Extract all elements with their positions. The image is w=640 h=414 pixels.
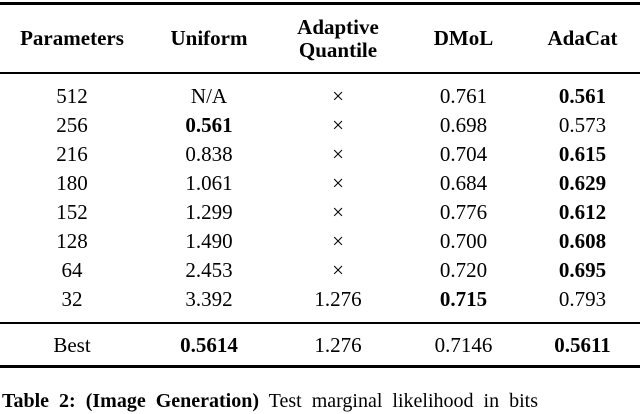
table-cell-adacat: 0.629 [558, 171, 607, 196]
table-cell-uniform: 0.5614 [180, 332, 238, 357]
table-cell-adaptive-quantile: × [332, 257, 344, 282]
table-cell-uniform: 1.061 [185, 171, 233, 196]
table-row: 152 1.299 × 0.776 0.612 [0, 198, 640, 227]
table-cell-dmol: 0.720 [439, 257, 488, 282]
table-cell-dmol: 0.698 [439, 113, 488, 138]
table-cell-adacat: 0.5611 [554, 332, 611, 357]
table-cell-adacat: 0.608 [558, 228, 607, 253]
table-row: 128 1.490 × 0.700 0.608 [0, 226, 640, 255]
table-cell-parameters: 128 [56, 228, 88, 253]
table-cell-dmol: 0.715 [439, 286, 488, 311]
table-cell-parameters: 256 [56, 113, 88, 138]
table-cell-dmol: 0.776 [439, 199, 488, 224]
table-cell-adacat: 0.615 [558, 142, 607, 167]
table-header-row: Parameters Uniform Adaptive Quantile DMo… [0, 5, 640, 72]
table-cell-adacat: 0.573 [558, 113, 607, 138]
table-cell-adaptive-quantile: × [332, 171, 344, 196]
table-body: 512 N/A × 0.761 0.561 256 0.561 × 0.698 0.573 216 0… [0, 74, 640, 322]
table-cell-adacat: 0.561 [558, 84, 607, 109]
table-cell-dmol: 0.684 [439, 171, 488, 196]
table-cell-dmol: 0.704 [439, 142, 488, 167]
column-header-label-line2: Quantile [298, 37, 378, 62]
table-caption-text: Test marginal likelihood in bits [259, 390, 538, 413]
column-header-parameters: Parameters [0, 27, 144, 49]
table-cell-adaptive-quantile: 1.276 [314, 286, 362, 311]
column-header-uniform: Uniform [144, 27, 274, 49]
column-header-label: DMoL [433, 26, 494, 51]
table-cell-adaptive-quantile: × [332, 228, 344, 253]
table-cell-parameters: Best [53, 332, 91, 357]
column-header-label: Uniform [170, 26, 248, 51]
table-header-rule [0, 72, 640, 74]
table-cell-adacat: 0.612 [558, 199, 607, 224]
table-row: 180 1.061 × 0.684 0.629 [0, 169, 640, 198]
table-cell-adacat: 0.695 [558, 257, 607, 282]
column-header-label: Parameters [20, 26, 124, 51]
table-row: 32 3.392 1.276 0.715 0.793 [0, 284, 640, 313]
table-cell-parameters: 152 [56, 199, 88, 224]
table-cell-adaptive-quantile: × [332, 199, 344, 224]
table-cell-uniform: 3.392 [185, 286, 233, 311]
column-header-label-line1: Adaptive [297, 15, 379, 40]
table-row: 64 2.453 × 0.720 0.695 [0, 255, 640, 284]
table-cell-parameters: 216 [56, 142, 88, 167]
table-row: 216 0.838 × 0.704 0.615 [0, 140, 640, 169]
table-cell-adaptive-quantile: 1.276 [314, 332, 362, 357]
table-cell-adaptive-quantile: × [332, 84, 344, 109]
table-summary-rule [0, 322, 640, 325]
table-caption: Table 2: (Image Generation) Test margina… [0, 389, 640, 414]
table-cell-dmol: 0.700 [439, 228, 488, 253]
table-cell-uniform: 1.299 [185, 199, 233, 224]
table-cell-parameters: 32 [61, 286, 83, 311]
table-cell-uniform: 1.490 [185, 228, 233, 253]
table-cell-adaptive-quantile: × [332, 142, 344, 167]
table-cell-dmol: 0.761 [439, 84, 488, 109]
table-cell-parameters: 180 [56, 171, 88, 196]
table-bottom-rule [0, 365, 640, 369]
table-cell-parameters: 512 [56, 84, 88, 109]
table-caption-prefix: Table 2: (Image Generation) [2, 390, 260, 413]
table-cell-adacat: 0.793 [558, 286, 607, 311]
column-header-label: AdaCat [547, 26, 618, 51]
table-row: 512 N/A × 0.761 0.561 [0, 82, 640, 111]
table-top-rule [0, 2, 640, 5]
column-header-adacat: AdaCat [525, 27, 640, 49]
table-cell-uniform: 0.838 [185, 142, 233, 167]
table-cell-uniform: 2.453 [185, 257, 233, 282]
table-cell-uniform: 0.561 [185, 113, 233, 138]
table-cell-adaptive-quantile: × [332, 113, 344, 138]
table-row: 256 0.561 × 0.698 0.573 [0, 111, 640, 140]
table-cell-uniform: N/A [190, 84, 228, 109]
column-header-dmol: DMoL [402, 27, 525, 49]
table-cell-parameters: 64 [61, 257, 83, 282]
table-cell-dmol: 0.7146 [434, 332, 493, 357]
column-header-adaptive-quantile: Adaptive Quantile [274, 16, 402, 60]
table-summary-row: Best 0.5614 1.276 0.7146 0.5611 [0, 324, 640, 365]
